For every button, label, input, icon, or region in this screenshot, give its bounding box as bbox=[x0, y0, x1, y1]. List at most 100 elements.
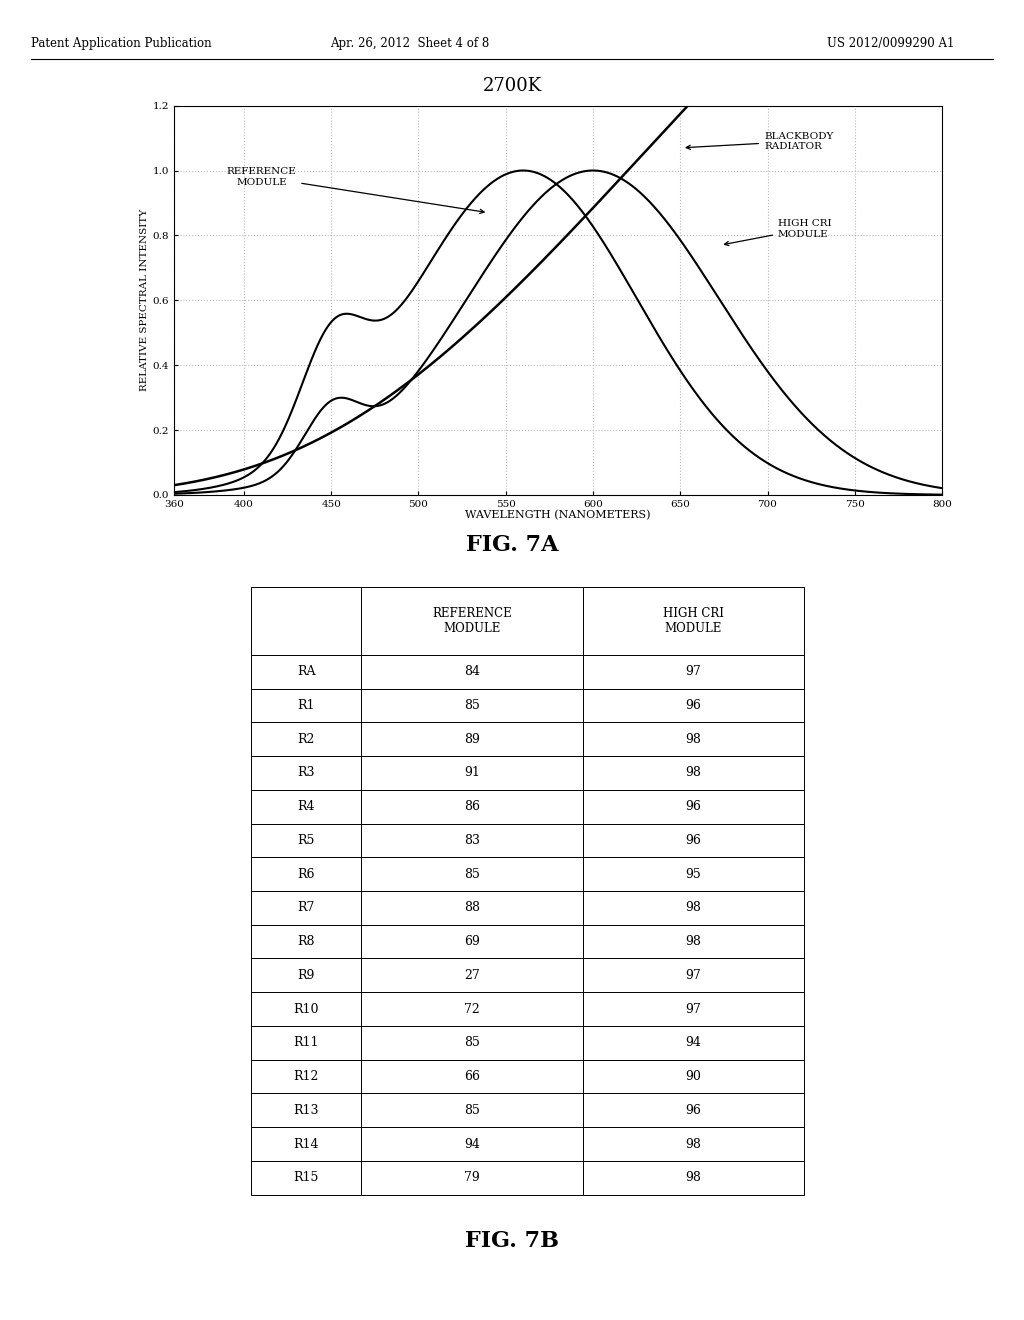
Text: 79: 79 bbox=[464, 1171, 480, 1184]
Text: REFERENCE
MODULE: REFERENCE MODULE bbox=[226, 168, 484, 214]
Bar bbox=[251, 1127, 361, 1160]
Bar bbox=[583, 1060, 804, 1093]
Bar bbox=[583, 958, 804, 993]
Bar bbox=[251, 1060, 361, 1093]
Text: 98: 98 bbox=[685, 1138, 701, 1151]
Text: Patent Application Publication: Patent Application Publication bbox=[31, 37, 211, 50]
Bar bbox=[361, 1093, 583, 1127]
Bar bbox=[251, 993, 361, 1026]
Bar bbox=[361, 689, 583, 722]
Text: R13: R13 bbox=[294, 1104, 318, 1117]
Text: 2700K: 2700K bbox=[482, 77, 542, 95]
Text: 85: 85 bbox=[464, 1036, 480, 1049]
Text: 83: 83 bbox=[464, 834, 480, 847]
Text: 97: 97 bbox=[685, 1003, 701, 1015]
Text: R4: R4 bbox=[297, 800, 315, 813]
Text: 91: 91 bbox=[464, 767, 480, 779]
Bar bbox=[583, 891, 804, 925]
Text: 97: 97 bbox=[685, 665, 701, 678]
Bar bbox=[361, 789, 583, 824]
Bar bbox=[361, 722, 583, 756]
Text: R7: R7 bbox=[298, 902, 314, 915]
Text: 96: 96 bbox=[685, 1104, 701, 1117]
Text: HIGH CRI
MODULE: HIGH CRI MODULE bbox=[725, 219, 831, 246]
Bar bbox=[583, 756, 804, 789]
Text: 94: 94 bbox=[464, 1138, 480, 1151]
Bar bbox=[583, 925, 804, 958]
Text: R10: R10 bbox=[294, 1003, 318, 1015]
Bar bbox=[251, 1026, 361, 1060]
Bar bbox=[251, 1160, 361, 1195]
Text: R3: R3 bbox=[297, 767, 315, 779]
Bar bbox=[361, 958, 583, 993]
Bar bbox=[361, 756, 583, 789]
Text: RA: RA bbox=[297, 665, 315, 678]
Bar bbox=[361, 993, 583, 1026]
Bar bbox=[361, 925, 583, 958]
Text: R1: R1 bbox=[297, 700, 315, 711]
Bar bbox=[251, 1093, 361, 1127]
Text: US 2012/0099290 A1: US 2012/0099290 A1 bbox=[827, 37, 954, 50]
Text: 96: 96 bbox=[685, 834, 701, 847]
Text: WAVELENGTH (NANOMETERS): WAVELENGTH (NANOMETERS) bbox=[465, 510, 651, 520]
Bar bbox=[583, 1160, 804, 1195]
Bar bbox=[251, 925, 361, 958]
Bar bbox=[583, 857, 804, 891]
Y-axis label: RELATIVE SPECTRAL INTENSITY: RELATIVE SPECTRAL INTENSITY bbox=[139, 209, 148, 392]
Text: R12: R12 bbox=[294, 1071, 318, 1082]
Text: 98: 98 bbox=[685, 733, 701, 746]
Text: 69: 69 bbox=[464, 935, 480, 948]
Text: 98: 98 bbox=[685, 902, 701, 915]
Bar bbox=[583, 1093, 804, 1127]
Bar bbox=[583, 689, 804, 722]
Bar bbox=[251, 789, 361, 824]
Text: R2: R2 bbox=[298, 733, 314, 746]
Text: 98: 98 bbox=[685, 1171, 701, 1184]
Bar bbox=[583, 824, 804, 857]
Text: 85: 85 bbox=[464, 867, 480, 880]
Bar bbox=[251, 655, 361, 689]
Bar bbox=[583, 993, 804, 1026]
Bar bbox=[251, 722, 361, 756]
Bar bbox=[361, 587, 583, 655]
Bar bbox=[361, 1026, 583, 1060]
Bar bbox=[251, 756, 361, 789]
Text: R14: R14 bbox=[294, 1138, 318, 1151]
Text: 84: 84 bbox=[464, 665, 480, 678]
Text: 88: 88 bbox=[464, 902, 480, 915]
Bar bbox=[251, 857, 361, 891]
Bar bbox=[583, 655, 804, 689]
Bar bbox=[251, 587, 361, 655]
Bar bbox=[361, 1127, 583, 1160]
Bar bbox=[251, 958, 361, 993]
Text: R8: R8 bbox=[297, 935, 315, 948]
Text: 98: 98 bbox=[685, 767, 701, 779]
Text: R15: R15 bbox=[294, 1171, 318, 1184]
Text: 95: 95 bbox=[685, 867, 701, 880]
Bar bbox=[583, 587, 804, 655]
Text: 96: 96 bbox=[685, 700, 701, 711]
Text: R11: R11 bbox=[294, 1036, 318, 1049]
Text: FIG. 7B: FIG. 7B bbox=[465, 1230, 559, 1251]
Text: 72: 72 bbox=[464, 1003, 480, 1015]
Text: 96: 96 bbox=[685, 800, 701, 813]
Bar bbox=[361, 857, 583, 891]
Text: 66: 66 bbox=[464, 1071, 480, 1082]
Text: Apr. 26, 2012  Sheet 4 of 8: Apr. 26, 2012 Sheet 4 of 8 bbox=[330, 37, 489, 50]
Text: 94: 94 bbox=[685, 1036, 701, 1049]
Bar bbox=[251, 824, 361, 857]
Bar bbox=[583, 1127, 804, 1160]
Text: 86: 86 bbox=[464, 800, 480, 813]
Text: 90: 90 bbox=[685, 1071, 701, 1082]
Bar bbox=[361, 891, 583, 925]
Text: FIG. 7A: FIG. 7A bbox=[466, 535, 558, 556]
Bar bbox=[583, 1026, 804, 1060]
Bar bbox=[361, 1060, 583, 1093]
Bar bbox=[361, 824, 583, 857]
Bar bbox=[361, 655, 583, 689]
Text: 98: 98 bbox=[685, 935, 701, 948]
Bar bbox=[361, 1160, 583, 1195]
Bar bbox=[251, 689, 361, 722]
Text: R5: R5 bbox=[298, 834, 314, 847]
Bar bbox=[583, 789, 804, 824]
